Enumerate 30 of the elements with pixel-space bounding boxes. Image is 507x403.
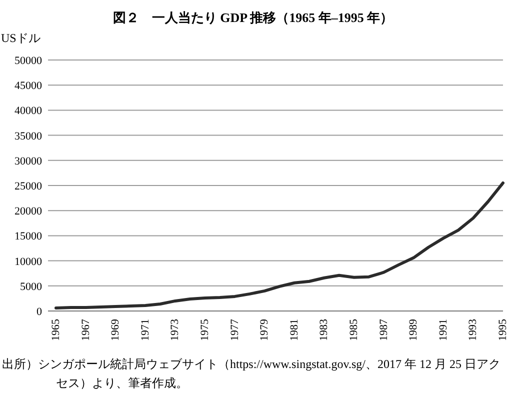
x-tick-label: 1973 [169,318,182,341]
x-tick-label: 1985 [348,318,360,341]
y-tick-label: 30000 [14,155,42,168]
x-tick-label: 1987 [378,318,390,341]
x-tick-label: 1983 [318,318,330,341]
x-tick-label: 1979 [258,318,271,341]
y-tick-label: 5000 [20,280,42,293]
y-tick-label: 50000 [14,55,42,67]
x-tick-label: 1977 [228,318,241,341]
y-tick-label: 45000 [14,80,42,92]
x-tick-label: 1969 [110,318,122,341]
y-tick-label: 20000 [14,206,42,218]
x-tick-label: 1967 [80,318,92,341]
x-tick-label: 1981 [288,319,300,341]
y-tick-label: 40000 [14,105,42,118]
x-tick-label: 1991 [437,319,450,341]
x-tick-label: 1971 [139,319,152,341]
y-tick-label: 35000 [14,130,42,142]
x-tick-label: 1989 [408,318,420,341]
x-tick-label: 1965 [50,318,62,341]
annotation: 出所）シンガポール統計局ウェブサイト（https://www.singstat.gov.sg/、2017 年 12 月 25 日アクセス）より、筆者作成。 [2,357,500,390]
y-tick-label: 10000 [14,256,42,268]
x-tick-label: 1975 [199,318,211,341]
title: 図２ 一人当たり GDP 推移（1965 年–1995 年） [112,10,394,25]
y-tick-label: 15000 [14,230,42,243]
x-tick-label: 1993 [467,318,480,341]
ylabel: USドル [1,31,40,45]
y-tick-label: 0 [36,306,42,318]
y-tick-label: 25000 [14,180,42,192]
x-tick-label: 1995 [497,318,507,341]
